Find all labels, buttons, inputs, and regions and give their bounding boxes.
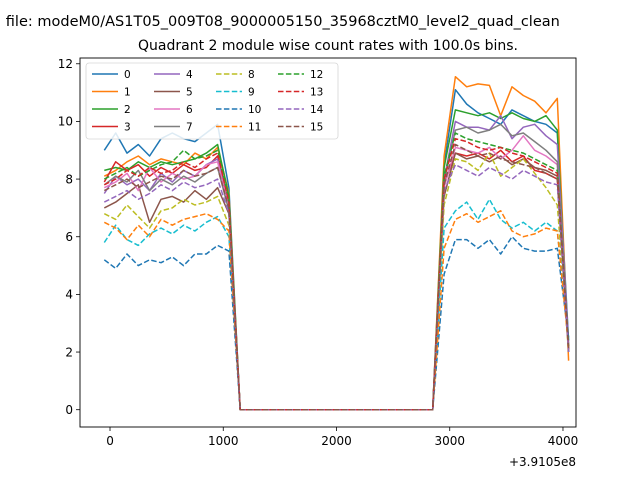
legend-label-13: 13 xyxy=(310,86,323,98)
x-tick-label: 0 xyxy=(106,434,114,448)
x-tick-label: 4000 xyxy=(548,434,579,448)
series-line-15 xyxy=(103,143,570,411)
legend-label-6: 6 xyxy=(186,104,193,116)
y-tick-label: 10 xyxy=(58,115,73,129)
x-offset-label: +3.9105e8 xyxy=(509,455,576,469)
y-tick-label: 8 xyxy=(65,172,73,186)
figure-suptitle: n file: modeM0/AS1T05_009T08_9000005150_… xyxy=(0,14,560,30)
chart-title: Quadrant 2 module wise count rates with … xyxy=(138,38,518,54)
y-tick-label: 12 xyxy=(58,57,73,71)
legend-label-12: 12 xyxy=(310,69,323,81)
legend-label-3: 3 xyxy=(124,121,131,133)
legend-box xyxy=(85,62,339,140)
legend-label-1: 1 xyxy=(124,86,131,98)
x-axis: 0 1000 2000 3000 4000 xyxy=(106,427,578,448)
y-tick-label: 2 xyxy=(65,345,73,359)
y-tick-label: 0 xyxy=(65,403,73,417)
legend-label-14: 14 xyxy=(310,104,324,116)
legend-label-5: 5 xyxy=(186,86,193,98)
legend-label-10: 10 xyxy=(248,104,261,116)
legend-label-11: 11 xyxy=(248,121,261,133)
legend-label-9: 9 xyxy=(248,86,255,98)
legend-label-8: 8 xyxy=(248,69,255,81)
legend-label-0: 0 xyxy=(124,69,131,81)
series-line-9 xyxy=(103,198,570,411)
series-layer xyxy=(103,75,570,411)
legend-label-7: 7 xyxy=(186,121,193,133)
legend-label-2: 2 xyxy=(124,104,131,116)
x-tick-label: 2000 xyxy=(321,434,352,448)
y-tick-label: 4 xyxy=(65,288,73,302)
plot-frame xyxy=(79,57,577,428)
y-tick-label: 6 xyxy=(65,230,73,244)
x-tick-label: 1000 xyxy=(208,434,239,448)
legend-label-4: 4 xyxy=(186,69,193,81)
x-tick-label: 3000 xyxy=(434,434,465,448)
legend-label-15: 15 xyxy=(310,121,323,133)
series-line-13 xyxy=(103,137,570,411)
y-axis: 0 2 4 6 8 10 12 xyxy=(58,57,80,417)
